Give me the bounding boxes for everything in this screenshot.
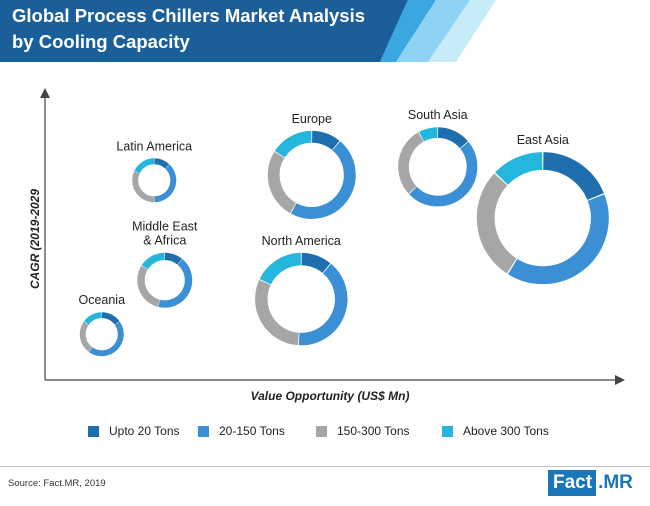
legend-item: 150-300 Tons <box>316 424 410 438</box>
chart-area: Latin America Europe South Asia East Asia Mi… <box>40 88 625 385</box>
donut-segment <box>274 130 312 158</box>
legend: Upto 20 Tons 20-150 Tons 150-300 Tons Above… <box>78 424 558 442</box>
donut-segment <box>542 152 604 201</box>
donut-latin-america: Latin America <box>116 139 192 203</box>
donut-segment <box>298 263 348 346</box>
legend-swatch <box>88 425 99 437</box>
banner-stripe-3 <box>428 0 496 62</box>
legend-swatch <box>442 425 453 437</box>
donut-north-america: North America <box>255 234 348 346</box>
donut-segment <box>141 252 165 270</box>
donut-segment <box>164 252 183 265</box>
donut-segment <box>409 141 478 207</box>
factmr-logo: Fact .MR <box>548 470 636 496</box>
region-label: Europe <box>292 112 332 126</box>
donut-segment <box>255 279 300 346</box>
x-axis-label: Value Opportunity (US$ Mn) <box>250 389 410 403</box>
donut-segment <box>84 312 102 325</box>
banner-stripe-1 <box>380 0 436 62</box>
legend-item: Upto 20 Tons <box>88 424 180 438</box>
donut-europe: Europe <box>267 112 356 219</box>
region-label: South Asia <box>408 108 468 122</box>
y-axis-arrow <box>40 88 50 98</box>
legend-label: Above 300 Tons <box>463 424 549 438</box>
donut-segment <box>154 158 170 169</box>
donut-segment <box>259 252 302 285</box>
donut-segment <box>158 259 193 308</box>
logo-fact-text: Fact <box>548 470 597 496</box>
donut-segment <box>137 265 160 307</box>
donut-segment <box>301 252 331 274</box>
donut-segment <box>290 141 356 219</box>
donut-segment <box>89 321 124 357</box>
banner-dark-band <box>0 0 408 62</box>
donut-middle-east-africa: Middle East& Africa <box>132 220 198 308</box>
legend-label: Upto 20 Tons <box>109 424 180 438</box>
legend-label: 20-150 Tons <box>219 424 285 438</box>
footer-divider <box>0 466 650 467</box>
donut-segment <box>495 152 543 186</box>
banner-stripe-2 <box>396 0 470 62</box>
region-label: Oceania <box>78 293 125 307</box>
chart-axes <box>40 88 625 385</box>
donut-segment <box>311 130 340 151</box>
legend-swatch <box>198 425 209 437</box>
legend-item: 20-150 Tons <box>198 424 285 438</box>
legend-label: 150-300 Tons <box>337 424 410 438</box>
region-label: Latin America <box>116 139 192 153</box>
title-banner <box>0 0 496 62</box>
donut-oceania: Oceania <box>78 293 125 357</box>
donut-segment <box>419 127 438 142</box>
donut-segment <box>134 158 155 174</box>
donut-east-asia: East Asia <box>476 133 609 285</box>
source-note: Source: Fact.MR, 2019 <box>8 478 106 489</box>
donut-segment <box>132 171 155 203</box>
region-label: Middle East <box>132 220 198 234</box>
title-line-1: Global Process Chillers Market Analysis <box>12 5 366 26</box>
region-label: East Asia <box>517 133 569 147</box>
bubble-layer: Latin America Europe South Asia East Asia Mi… <box>78 108 609 357</box>
logo-mr-text: .MR <box>596 470 636 496</box>
legend-item: Above 300 Tons <box>442 424 549 438</box>
donut-south-asia: South Asia <box>398 108 478 207</box>
donut-segment <box>398 132 424 194</box>
region-label: North America <box>262 234 341 248</box>
donut-segment <box>154 164 177 203</box>
donut-segment <box>101 312 120 325</box>
donut-segment <box>507 194 609 285</box>
donut-segment <box>79 321 93 352</box>
donut-segment <box>476 173 517 274</box>
title-line-2: by Cooling Capacity <box>12 31 190 52</box>
donut-segment <box>267 151 297 214</box>
y-axis-label: CAGR (2019-2029 <box>28 188 42 290</box>
region-label: & Africa <box>143 234 186 248</box>
donut-segment <box>437 127 469 149</box>
legend-swatch <box>316 425 327 437</box>
x-axis-arrow <box>615 375 625 385</box>
